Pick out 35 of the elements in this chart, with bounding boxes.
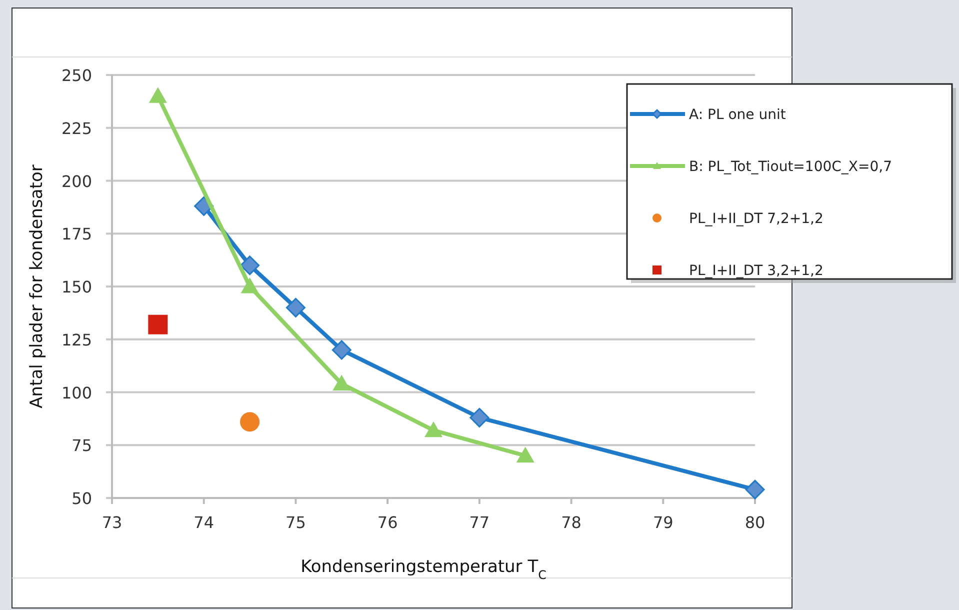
legend-label: PL_I+II_DT 7,2+1,2 <box>689 211 824 227</box>
point <box>332 374 351 391</box>
y-tick-label: 150 <box>61 278 92 296</box>
point <box>470 408 490 428</box>
point <box>240 256 260 276</box>
y-tick-label: 225 <box>61 118 92 138</box>
y-tick-label: 75 <box>72 436 92 456</box>
x-tick-label: 77 <box>469 513 490 532</box>
y-tick-label: 250 <box>61 66 92 85</box>
y-tick-label: 200 <box>61 172 92 191</box>
point <box>240 278 259 294</box>
legend-label: A: PL one unit <box>689 107 786 123</box>
y-tick-label: 125 <box>61 330 92 350</box>
point <box>240 412 260 432</box>
point <box>745 480 765 500</box>
point <box>424 421 442 438</box>
y-axis-title: Antal plader for kondensator <box>27 164 47 408</box>
point <box>516 446 534 462</box>
x-axis-title: Kondenseringstemperatur T$_{C}$ <box>300 557 546 582</box>
point <box>332 340 352 360</box>
x-tick-label: 76 <box>377 513 398 532</box>
point <box>286 298 306 318</box>
x-tick-label: 75 <box>286 513 306 532</box>
x-tick-label: 73 <box>102 513 122 532</box>
y-tick-label: 50 <box>72 489 92 508</box>
legend-label: PL_I+II_DT 3,2+1,2 <box>689 263 824 279</box>
x-tick-label: 80 <box>744 513 766 532</box>
y-tick-label: 100 <box>61 383 92 402</box>
x-tick-label: 74 <box>194 513 214 532</box>
x-tick-label: 79 <box>652 513 674 532</box>
point <box>148 87 167 103</box>
point <box>148 314 168 334</box>
legend-label: B: PL_Tot_Tiout=100C_X=0,7 <box>689 159 892 175</box>
y-tick-label: 175 <box>61 224 92 244</box>
x-tick-label: 78 <box>561 513 582 532</box>
